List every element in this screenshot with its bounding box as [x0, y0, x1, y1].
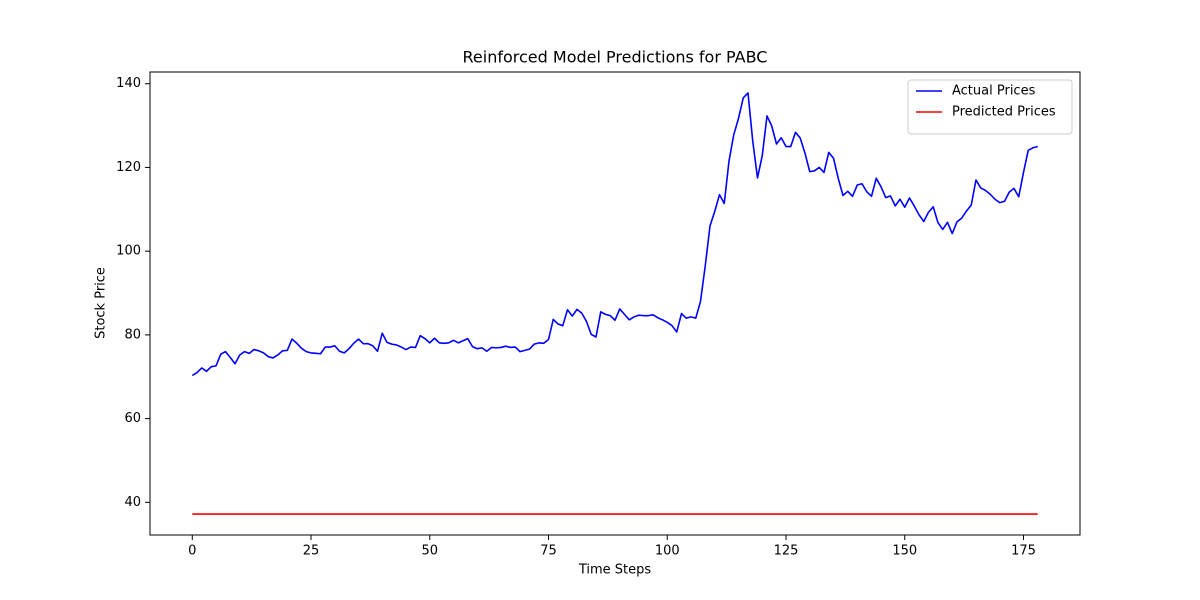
y-tick-label: 120	[116, 160, 141, 175]
plot-frame	[149, 71, 1081, 536]
x-tick-label: 0	[188, 544, 196, 559]
x-tick-label: 50	[421, 544, 438, 559]
y-tick-label: 40	[124, 495, 141, 510]
y-tick-label: 60	[124, 411, 141, 426]
x-axis-label: Time Steps	[578, 563, 652, 578]
x-tick-label: 25	[303, 544, 320, 559]
x-tick-label: 125	[774, 544, 799, 559]
x-tick-label: 100	[655, 544, 680, 559]
x-tick-label: 150	[892, 544, 917, 559]
legend-label: Actual Prices	[952, 84, 1036, 99]
x-tick-label: 175	[1011, 544, 1036, 559]
y-axis-label: Stock Price	[94, 267, 109, 339]
y-tick-label: 100	[116, 244, 141, 259]
y-tick-label: 140	[116, 76, 141, 91]
chart-title: Reinforced Model Predictions for PABC	[463, 48, 768, 67]
y-tick-label: 80	[124, 327, 141, 342]
legend: Actual Prices Predicted Prices	[907, 79, 1073, 135]
x-tick-label: 75	[540, 544, 557, 559]
data-line	[191, 92, 1038, 377]
legend-box	[907, 79, 1073, 135]
legend-label: Predicted Prices	[952, 105, 1056, 120]
